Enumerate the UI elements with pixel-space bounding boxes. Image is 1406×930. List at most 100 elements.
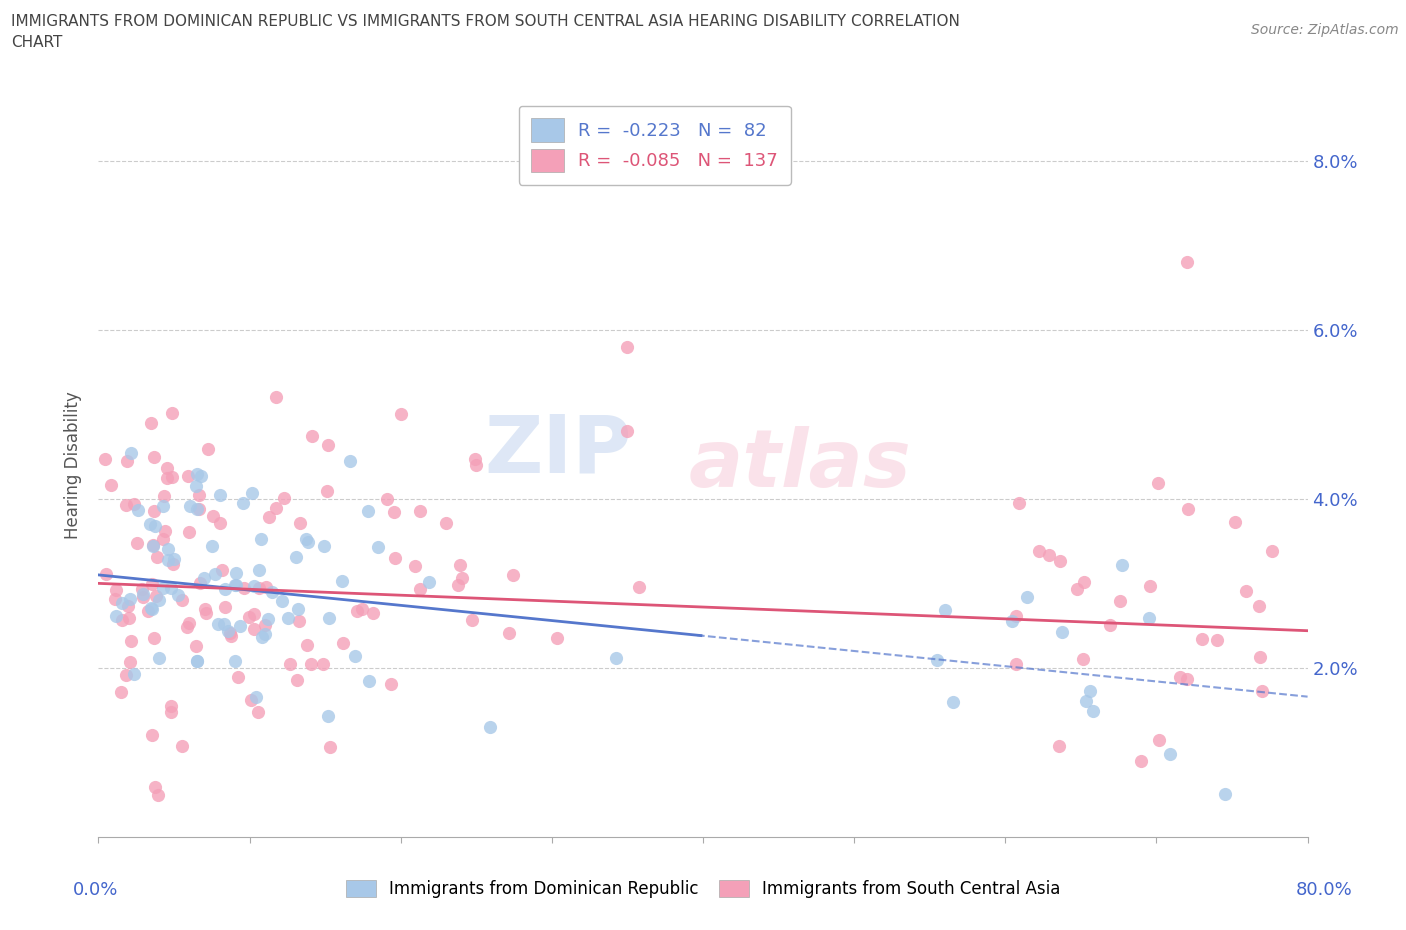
Point: [177, 469, 200, 484]
Point: [157, 542, 180, 557]
Point: [219, 629, 242, 644]
Point: [346, 604, 368, 618]
Point: [156, 460, 179, 475]
Point: [172, 592, 194, 607]
Point: [297, 638, 319, 653]
Point: [1191, 632, 1213, 647]
Point: [498, 626, 520, 641]
Point: [1066, 582, 1088, 597]
Legend: R =  -0.223   N =  82, R =  -0.085   N =  137: R = -0.223 N = 82, R = -0.085 N = 137: [519, 106, 790, 185]
Point: [163, 551, 186, 566]
Point: [142, 538, 165, 553]
Point: [110, 684, 132, 699]
Point: [167, 588, 190, 603]
Point: [141, 602, 163, 617]
Point: [162, 556, 184, 571]
Point: [264, 500, 287, 515]
Point: [316, 438, 339, 453]
Point: [384, 551, 406, 565]
Point: [153, 524, 176, 538]
Point: [1017, 590, 1039, 604]
Point: [152, 531, 174, 546]
Point: [186, 501, 208, 516]
Point: [409, 504, 432, 519]
Point: [214, 581, 236, 596]
Point: [616, 339, 638, 354]
Point: [141, 728, 163, 743]
Point: [449, 557, 471, 572]
Point: [143, 503, 166, 518]
Point: [367, 539, 389, 554]
Point: [359, 673, 381, 688]
Text: 80.0%: 80.0%: [1296, 881, 1353, 898]
Point: [382, 504, 405, 519]
Point: [464, 451, 486, 466]
Point: [247, 704, 270, 719]
Point: [404, 559, 426, 574]
Point: [330, 573, 353, 588]
Point: [247, 562, 270, 577]
Point: [143, 518, 166, 533]
Point: [285, 672, 308, 687]
Point: [451, 570, 474, 585]
Point: [115, 668, 138, 683]
Point: [197, 442, 219, 457]
Point: [1175, 255, 1198, 270]
Point: [120, 445, 142, 460]
Point: [184, 479, 207, 494]
Point: [318, 709, 340, 724]
Point: [188, 501, 211, 516]
Point: [104, 583, 127, 598]
Point: [1149, 733, 1171, 748]
Point: [114, 498, 136, 512]
Point: [143, 780, 166, 795]
Point: [547, 631, 569, 645]
Point: [1139, 578, 1161, 593]
Point: [1098, 618, 1121, 632]
Point: [110, 596, 132, 611]
Point: [214, 600, 236, 615]
Text: ZIP: ZIP: [484, 411, 631, 489]
Point: [162, 469, 184, 484]
Point: [260, 584, 283, 599]
Point: [94, 452, 117, 467]
Point: [226, 670, 249, 684]
Point: [1236, 584, 1258, 599]
Point: [1177, 501, 1199, 516]
Point: [1223, 514, 1246, 529]
Point: [188, 487, 211, 502]
Point: [127, 503, 149, 518]
Point: [409, 581, 432, 596]
Point: [160, 405, 183, 420]
Point: [186, 467, 208, 482]
Point: [357, 503, 380, 518]
Point: [160, 698, 183, 713]
Point: [124, 497, 146, 512]
Point: [157, 552, 180, 567]
Point: [332, 635, 354, 650]
Point: [179, 615, 201, 630]
Point: [1073, 575, 1095, 590]
Point: [461, 613, 484, 628]
Point: [1052, 625, 1074, 640]
Point: [179, 498, 201, 513]
Point: [288, 613, 311, 628]
Point: [927, 653, 949, 668]
Point: [1137, 610, 1160, 625]
Point: [344, 648, 367, 663]
Text: CHART: CHART: [11, 35, 63, 50]
Point: [120, 634, 142, 649]
Point: [148, 651, 170, 666]
Point: [188, 575, 211, 590]
Point: [297, 535, 319, 550]
Point: [160, 704, 183, 719]
Point: [1250, 684, 1272, 698]
Point: [194, 601, 217, 616]
Point: [389, 406, 412, 421]
Text: atlas: atlas: [689, 426, 911, 504]
Point: [170, 738, 193, 753]
Point: [145, 589, 167, 604]
Point: [141, 577, 163, 591]
Point: [232, 496, 254, 511]
Point: [315, 484, 337, 498]
